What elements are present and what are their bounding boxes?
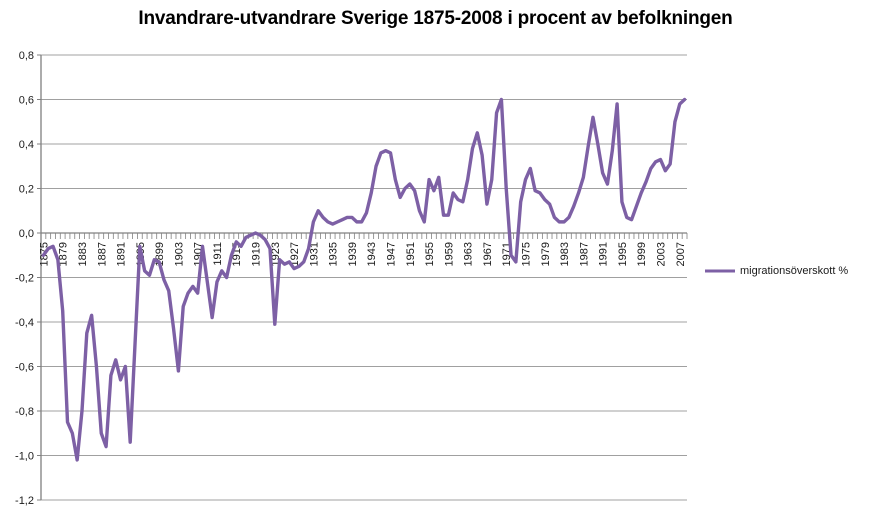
x-tick-label: 1939 (347, 242, 359, 266)
y-tick-labels: 0,8 0,6 0,4 0,2 0,0 -0,2 -0,4 -0,6 -0,8 -1,0 -1,2 (15, 50, 34, 507)
x-tick-label: 1879 (58, 242, 70, 266)
x-tick-label: 1931 (308, 242, 320, 266)
y-tick-label: -0,6 (15, 362, 34, 374)
y-tick-label: -0,8 (15, 406, 34, 418)
x-tick-labels: 1875 1879 1883 1887 1891 1895 1899 1903 1907 1911… (38, 242, 686, 266)
legend: migrationsöverskott % (704, 265, 848, 277)
x-tick-label: 1919 (251, 242, 263, 266)
x-tick-label: 1975 (521, 242, 533, 266)
x-tick-label: 1903 (173, 242, 185, 266)
x-tick-label: 1887 (96, 242, 108, 266)
y-tick-label: 0,6 (19, 95, 34, 107)
x-tick-label: 1943 (366, 242, 378, 266)
x-tick-label: 1959 (443, 242, 455, 266)
x-tick-label: 1999 (636, 242, 648, 266)
y-tick-label: -1,0 (15, 451, 34, 463)
x-tick-label: 1983 (559, 242, 571, 266)
y-tick-label: 0,2 (19, 184, 34, 196)
x-axis (40, 232, 688, 239)
y-axis (37, 54, 42, 501)
y-tick-label: 0,4 (19, 139, 34, 151)
x-tick-label: 1991 (598, 242, 610, 266)
x-tick-label: 1911 (212, 242, 224, 266)
y-tick-label: -0,4 (15, 317, 34, 329)
legend-label: migrationsöverskott % (740, 265, 849, 277)
y-tick-label: 0,0 (19, 228, 34, 240)
x-tick-label: 1963 (463, 242, 475, 266)
chart-title: Invandrare-utvandrare Sverige 1875-2008 … (138, 8, 733, 29)
x-tick-label: 1935 (328, 242, 340, 266)
x-tick-label: 1951 (405, 242, 417, 266)
x-tick-label: 1967 (482, 242, 494, 266)
y-tick-label: 0,8 (19, 50, 34, 62)
x-tick-label: 2007 (675, 242, 687, 266)
x-tick-label: 1979 (540, 242, 552, 266)
x-tick-label: 2003 (656, 242, 668, 266)
x-tick-label: 1955 (424, 242, 436, 266)
x-tick-label: 1995 (617, 242, 629, 266)
y-tick-label: -1,2 (15, 495, 34, 507)
x-tick-label: 1947 (386, 242, 398, 266)
x-tick-label: 1987 (578, 242, 590, 266)
series-line-migrationsoverskott (41, 97, 687, 462)
x-tick-label: 1927 (289, 242, 301, 266)
x-tick-label: 1891 (116, 242, 128, 266)
legend-line-swatch (705, 269, 735, 273)
x-tick-label: 1883 (77, 242, 89, 266)
y-tick-label: -0,2 (15, 273, 34, 285)
